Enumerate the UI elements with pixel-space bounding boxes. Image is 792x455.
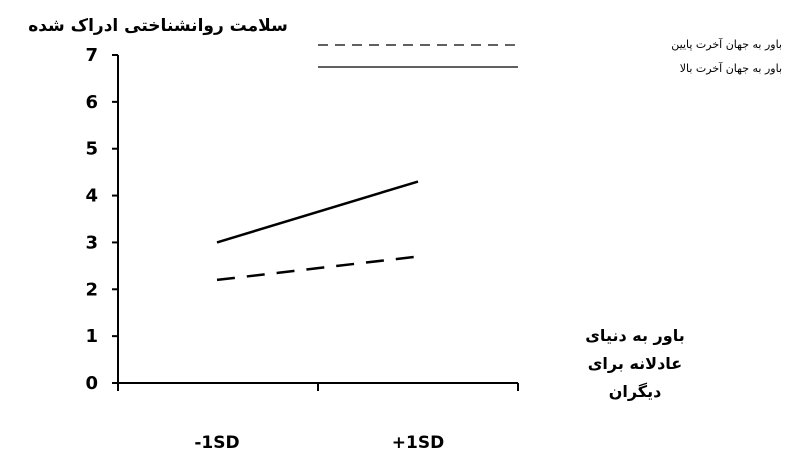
- y-axis-title: سلامت روانشناختی ادراک شده: [28, 16, 288, 36]
- y-tick-label: 0: [85, 373, 98, 394]
- y-tick-label: 2: [85, 279, 98, 300]
- y-tick-label: 4: [85, 186, 98, 207]
- y-tick-label: 3: [85, 232, 98, 253]
- x-tick-label: -1SD: [194, 433, 239, 453]
- legend-label-low-afterlife: باور به جهان آخرت پایین: [671, 38, 782, 51]
- y-tick-label: 5: [85, 139, 98, 160]
- series-line-low-afterlife: [216, 255, 419, 282]
- x-axis-title: باور به دنیای عادلانه برای دیگران: [585, 326, 685, 401]
- x-tick-label: +1SD: [392, 433, 444, 453]
- y-tick-label: 1: [85, 326, 98, 347]
- series-line-high-afterlife: [216, 180, 419, 244]
- y-tick-label: 7: [85, 45, 98, 66]
- legend-label-high-afterlife: باور به جهان آخرت بالا: [679, 62, 782, 75]
- y-tick-label: 6: [85, 92, 98, 113]
